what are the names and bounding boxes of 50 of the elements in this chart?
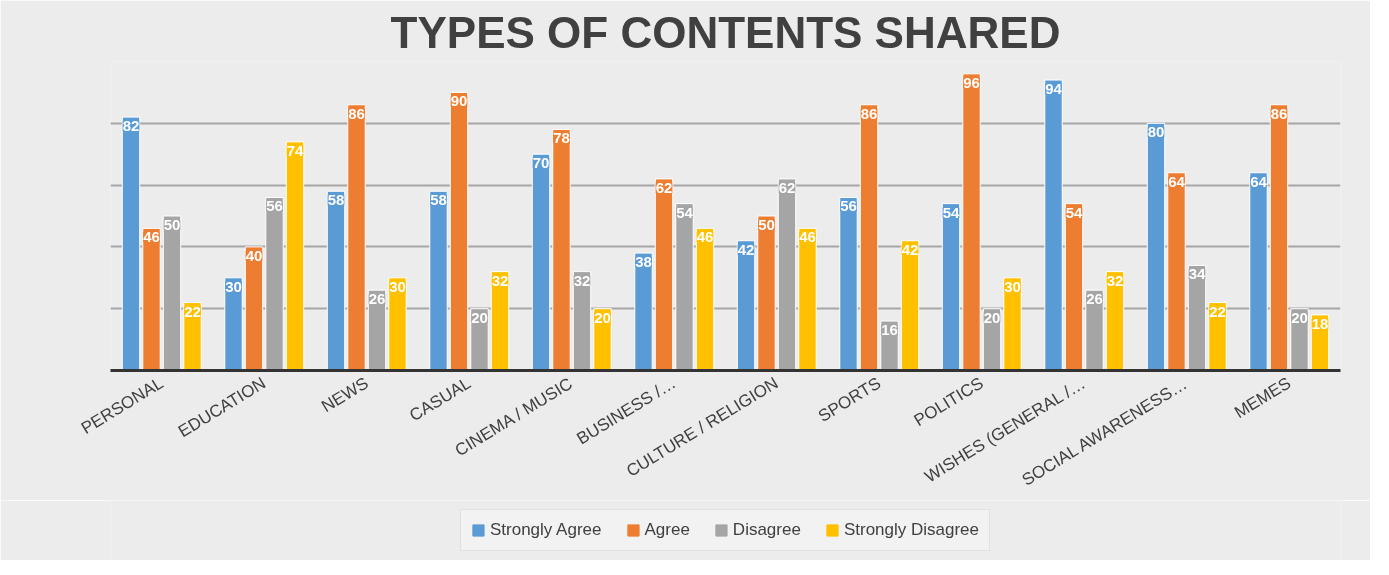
data-label: 40 bbox=[245, 246, 263, 264]
data-label: 64 bbox=[1250, 172, 1268, 190]
data-label: 34 bbox=[1188, 265, 1206, 283]
data-label: 86 bbox=[860, 104, 878, 122]
data-label: 70 bbox=[532, 154, 550, 172]
data-label: 46 bbox=[143, 228, 160, 246]
data-label: 30 bbox=[389, 277, 406, 295]
data-label: 26 bbox=[1086, 290, 1103, 308]
legend-label: Agree bbox=[644, 520, 690, 540]
data-label: 80 bbox=[1147, 123, 1165, 141]
data-label: 20 bbox=[983, 308, 1001, 326]
data-label: 54 bbox=[676, 203, 694, 221]
data-label: 62 bbox=[778, 178, 796, 196]
data-label: 64 bbox=[1168, 172, 1186, 190]
chart-title: TYPES OF CONTENTS SHARED bbox=[390, 7, 1061, 57]
data-label: 32 bbox=[573, 271, 591, 289]
data-label: 86 bbox=[348, 104, 365, 122]
data-label: 20 bbox=[1291, 308, 1308, 326]
data-label: 90 bbox=[450, 92, 468, 110]
data-label: 18 bbox=[1311, 314, 1329, 332]
data-label: 16 bbox=[881, 321, 898, 339]
data-label: 94 bbox=[1045, 80, 1063, 98]
data-label: 22 bbox=[1209, 302, 1226, 320]
data-label: 42 bbox=[901, 240, 919, 258]
data-label: 46 bbox=[696, 228, 714, 246]
data-label: 42 bbox=[737, 240, 755, 258]
data-label: 22 bbox=[184, 302, 201, 320]
data-label: 32 bbox=[1106, 271, 1124, 289]
data-label: 58 bbox=[327, 191, 345, 209]
data-label: 50 bbox=[758, 216, 775, 233]
data-label: 32 bbox=[491, 271, 509, 289]
data-label: 38 bbox=[635, 253, 652, 271]
legend-label: Strongly Agree bbox=[489, 520, 602, 540]
data-label: 56 bbox=[840, 197, 857, 215]
data-label: 96 bbox=[963, 73, 980, 91]
data-label: 82 bbox=[122, 117, 140, 135]
legend-label: Strongly Disagree bbox=[843, 520, 980, 540]
data-label: 46 bbox=[799, 228, 816, 246]
data-label: 20 bbox=[471, 308, 488, 326]
data-label: 78 bbox=[553, 129, 570, 147]
data-label: 50 bbox=[163, 216, 181, 233]
data-label: 30 bbox=[225, 277, 242, 295]
data-label: 30 bbox=[1004, 277, 1021, 295]
data-label: 56 bbox=[266, 197, 283, 215]
data-label: 26 bbox=[368, 290, 386, 308]
data-label: 62 bbox=[655, 178, 673, 196]
data-label: 20 bbox=[594, 308, 611, 326]
data-label: 86 bbox=[1270, 104, 1288, 122]
data-label: 58 bbox=[430, 191, 447, 209]
legend-label: Disagree bbox=[732, 520, 801, 540]
